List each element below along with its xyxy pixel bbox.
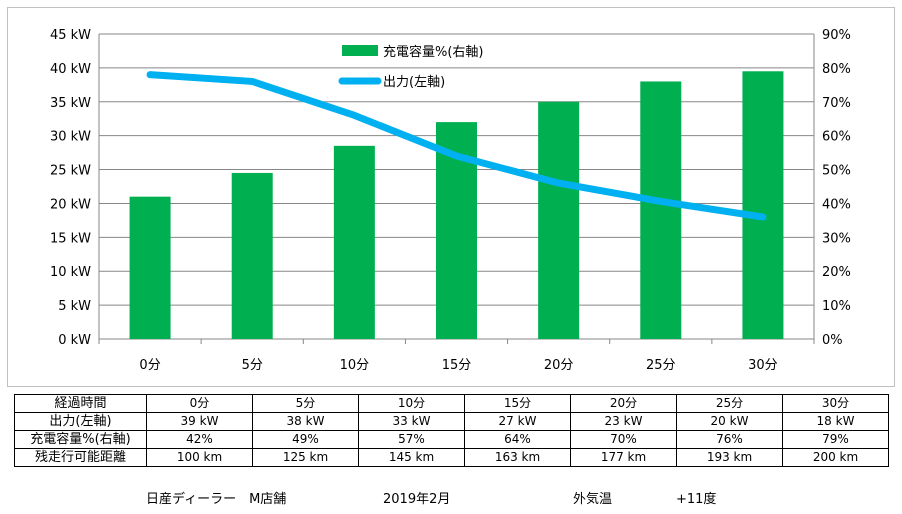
left-axis-tick-label: 20 kW bbox=[50, 197, 91, 212]
table-cell: 79% bbox=[782, 430, 889, 449]
table-row-label: 充電容量%(右軸) bbox=[14, 430, 147, 449]
table-cell: 193 km bbox=[676, 448, 783, 467]
x-axis-category-label: 20分 bbox=[544, 358, 574, 373]
table-header-cell: 20分 bbox=[570, 394, 677, 413]
table-cell: 70% bbox=[570, 430, 677, 449]
table-cell: 27 kW bbox=[464, 412, 571, 431]
left-axis-tick-label: 15 kW bbox=[50, 231, 91, 246]
table-cell: 57% bbox=[358, 430, 465, 449]
left-axis-tick-label: 25 kW bbox=[50, 164, 91, 179]
table-cell: 64% bbox=[464, 430, 571, 449]
table-header-cell: 10分 bbox=[358, 394, 465, 413]
table-cell: 49% bbox=[252, 430, 359, 449]
table-header-cell: 0分 bbox=[146, 394, 253, 413]
right-axis-tick-label: 40% bbox=[822, 197, 851, 212]
table-cell: 33 kW bbox=[358, 412, 465, 431]
table-cell: 100 km bbox=[146, 448, 253, 467]
footer: 日産ディーラー M店舗 2019年2月 外気温 +11度 bbox=[0, 488, 902, 508]
chart-area: 0 kW 0% 5 kW 10% 10 kW 20% 15 kW 30% 20 kW 40% 25 … bbox=[7, 7, 895, 387]
table-cell: 39 kW bbox=[146, 412, 253, 431]
bar-charge-capacity bbox=[742, 71, 784, 340]
data-table: 経過時間 0分 5分 10分 15分 20分 25分 30分 出力(左軸) 39 kW 38 kW 3… bbox=[14, 394, 889, 467]
bar-charge-capacity bbox=[640, 81, 682, 339]
left-axis-tick-label: 10 kW bbox=[50, 265, 91, 280]
left-axis-tick-label: 35 kW bbox=[50, 96, 91, 111]
table-header-cell: 15分 bbox=[464, 394, 571, 413]
table-cell: 163 km bbox=[464, 448, 571, 467]
date-label: 2019年2月 bbox=[383, 492, 451, 507]
right-axis-tick-label: 10% bbox=[822, 299, 851, 314]
bar-charge-capacity bbox=[538, 101, 580, 340]
x-axis-category-label: 5分 bbox=[242, 358, 263, 373]
temperature-label: 外気温 bbox=[573, 492, 613, 507]
right-axis-tick-label: 90% bbox=[822, 28, 851, 43]
x-axis-category-label: 30分 bbox=[748, 358, 778, 373]
table-header-row: 経過時間 0分 5分 10分 15分 20分 25分 30分 bbox=[14, 394, 889, 413]
table-header-cell: 30分 bbox=[782, 394, 889, 413]
left-axis-tick-label: 45 kW bbox=[50, 28, 91, 43]
table-cell: 125 km bbox=[252, 448, 359, 467]
table-cell: 76% bbox=[676, 430, 783, 449]
left-axis-tick-label: 5 kW bbox=[58, 299, 91, 314]
table-cell: 200 km bbox=[782, 448, 889, 467]
legend-label-line: 出力(左軸) bbox=[383, 75, 445, 90]
bar-charge-capacity bbox=[231, 172, 273, 339]
left-axis-tick-label: 40 kW bbox=[50, 62, 91, 77]
combo-chart: 0 kW 0% 5 kW 10% 10 kW 20% 15 kW 30% 20 kW 40% 25 … bbox=[50, 28, 851, 373]
bar-charge-capacity bbox=[129, 196, 171, 339]
table-cell: 177 km bbox=[570, 448, 677, 467]
x-axis-category-label: 10分 bbox=[340, 358, 370, 373]
table-header-cell: 25分 bbox=[676, 394, 783, 413]
table-row-label: 出力(左軸) bbox=[14, 412, 147, 431]
right-axis-tick-label: 0% bbox=[822, 333, 843, 348]
table-header-cell: 5分 bbox=[252, 394, 359, 413]
right-axis-tick-label: 20% bbox=[822, 265, 851, 280]
x-axis-category-label: 15分 bbox=[442, 358, 472, 373]
table-row: 残走行可能距離 100 km 125 km 145 km 163 km 177 km 193… bbox=[14, 448, 889, 467]
table-cell: 42% bbox=[146, 430, 253, 449]
table-row: 出力(左軸) 39 kW 38 kW 33 kW 27 kW 23 kW 20 kW 18 k… bbox=[14, 412, 889, 431]
left-axis-tick-label: 30 kW bbox=[50, 130, 91, 145]
x-axis-category-label: 25分 bbox=[646, 358, 676, 373]
right-axis-tick-label: 70% bbox=[822, 96, 851, 111]
right-axis-tick-label: 60% bbox=[822, 130, 851, 145]
temperature-value: +11度 bbox=[676, 492, 717, 507]
x-axis-category-label: 0分 bbox=[139, 358, 160, 373]
right-axis-tick-label: 30% bbox=[822, 231, 851, 246]
table-cell: 18 kW bbox=[782, 412, 889, 431]
table-cell: 20 kW bbox=[676, 412, 783, 431]
line-output bbox=[146, 71, 767, 221]
legend-label-bar: 充電容量%(右軸) bbox=[383, 44, 484, 60]
table-cell: 23 kW bbox=[570, 412, 677, 431]
bar-charge-capacity bbox=[333, 145, 375, 339]
table-cell: 145 km bbox=[358, 448, 465, 467]
right-axis-tick-label: 80% bbox=[822, 62, 851, 77]
left-axis-tick-label: 0 kW bbox=[58, 333, 91, 348]
table-row: 充電容量%(右軸) 42% 49% 57% 64% 70% 76% 79% bbox=[14, 430, 889, 449]
right-axis-tick-label: 50% bbox=[822, 164, 851, 179]
table-header-label: 経過時間 bbox=[14, 394, 147, 413]
table-cell: 38 kW bbox=[252, 412, 359, 431]
table-row-label: 残走行可能距離 bbox=[14, 448, 147, 467]
legend-swatch-bar bbox=[342, 45, 378, 56]
dealer-label: 日産ディーラー M店舗 bbox=[146, 492, 287, 507]
